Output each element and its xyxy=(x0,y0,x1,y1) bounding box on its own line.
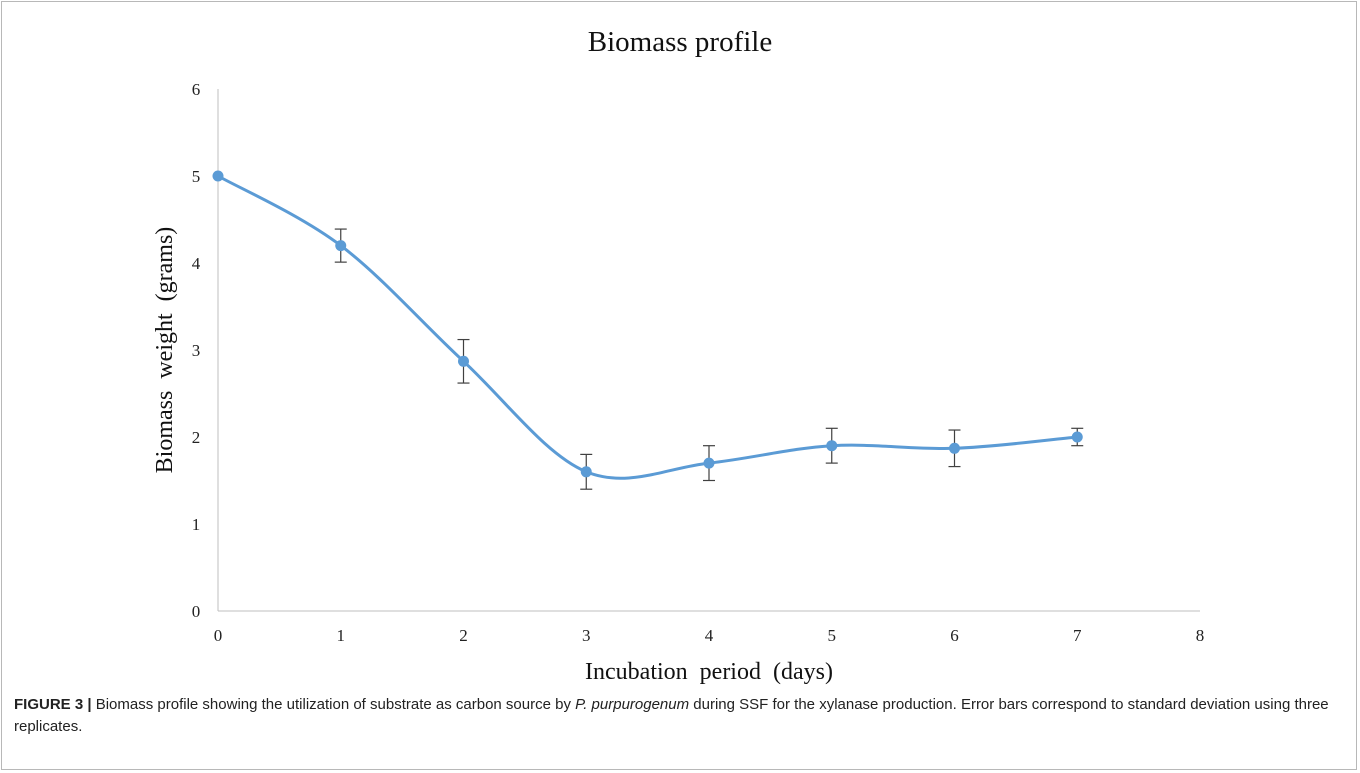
data-point xyxy=(703,457,715,469)
caption-organism: P. purpurogenum xyxy=(575,696,690,713)
y-axis-label: Biomass weight (grams) xyxy=(152,227,178,474)
data-point xyxy=(826,440,838,452)
chart-title: Biomass profile xyxy=(588,26,772,58)
y-tick-label: 3 xyxy=(192,341,201,360)
figure-caption: FIGURE 3 | Biomass profile showing the u… xyxy=(14,694,1344,738)
data-point xyxy=(458,355,469,367)
data-point xyxy=(1071,431,1083,443)
y-tick-label: 1 xyxy=(192,515,201,534)
x-tick-label: 3 xyxy=(582,626,591,645)
x-tick-label: 4 xyxy=(705,626,714,645)
y-tick-label: 4 xyxy=(192,254,201,273)
data-point xyxy=(335,240,347,252)
y-tick-label: 6 xyxy=(192,80,201,99)
chart: Biomass profile 0 1 2 3 4 5 6 0 1 2 3 4 5 6 7 8 Incubatio… xyxy=(152,26,1205,685)
y-tick-label: 2 xyxy=(192,428,201,447)
caption-text-before: Biomass profile showing the utilization … xyxy=(91,696,576,713)
caption-text-after: during SSF for the xylanase production. … xyxy=(14,696,1329,735)
y-tick-label: 5 xyxy=(192,167,201,186)
x-tick-label: 8 xyxy=(1196,626,1205,645)
y-tick-label: 0 xyxy=(192,602,201,621)
x-tick-label: 7 xyxy=(1073,626,1082,645)
series-line xyxy=(217,174,1078,480)
caption-label: FIGURE 3 | xyxy=(14,696,92,713)
x-tick-label: 6 xyxy=(950,626,959,645)
x-axis-label: Incubation period (days) xyxy=(585,659,833,685)
x-tick-label: 0 xyxy=(214,626,223,645)
x-tick-label: 1 xyxy=(337,626,346,645)
data-point xyxy=(949,442,960,454)
data-point xyxy=(212,170,224,182)
x-tick-label: 2 xyxy=(459,626,468,645)
x-tick-label: 5 xyxy=(828,626,837,645)
data-point xyxy=(580,466,592,478)
